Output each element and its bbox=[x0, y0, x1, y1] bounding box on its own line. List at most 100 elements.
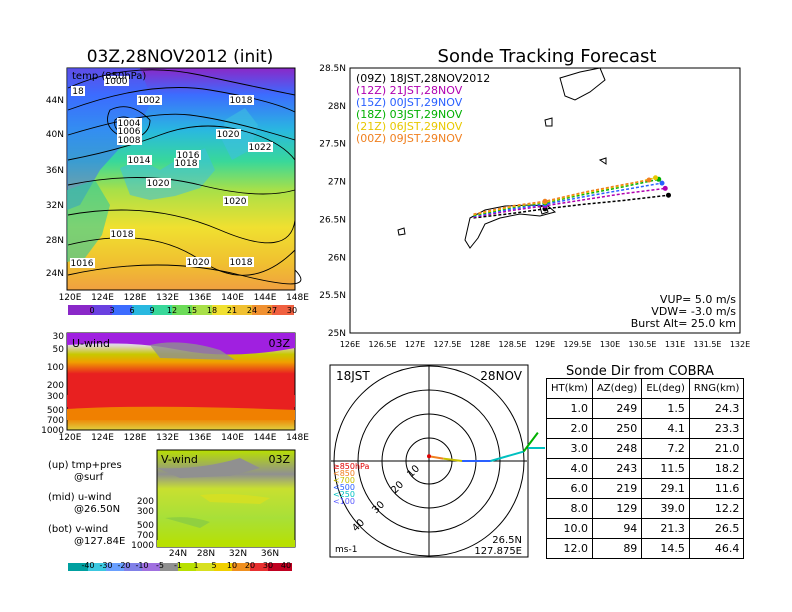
colorbar-tick: 0 bbox=[89, 306, 94, 315]
isobar-label: 1004 bbox=[117, 118, 142, 129]
svg-text:1000: 1000 bbox=[105, 77, 128, 87]
hodograph-segment bbox=[443, 457, 463, 462]
u-x-tick: 124E bbox=[91, 433, 114, 443]
table-cell: 4.1 bbox=[641, 418, 690, 439]
u-y-tick: 200 bbox=[47, 381, 64, 391]
track-endpoint bbox=[659, 180, 665, 186]
v-x-tick: 32N bbox=[229, 549, 247, 559]
table-cell: 39.0 bbox=[641, 498, 690, 519]
level-legend-item: <850 bbox=[333, 469, 355, 478]
table-cell: 1.0 bbox=[546, 398, 593, 419]
v-x-tick: 24N bbox=[169, 549, 187, 559]
track-line bbox=[473, 178, 659, 217]
temp-colorbar bbox=[68, 305, 294, 315]
track-line bbox=[473, 182, 663, 218]
track-x-tick: 128.5E bbox=[499, 340, 527, 349]
v-colorbar-tick: -20 bbox=[117, 561, 130, 570]
map-lat-tick: 36N bbox=[46, 166, 64, 176]
map-lon-tick: 148E bbox=[286, 293, 309, 303]
table-cell: 8.0 bbox=[546, 498, 593, 519]
map-lon-tick: 144E bbox=[254, 293, 277, 303]
u-x-tick: 144E bbox=[254, 433, 277, 443]
param-vup: VUP= 5.0 m/s bbox=[660, 293, 736, 306]
map-lat-tick: 44N bbox=[46, 96, 64, 106]
track-y-tick: 26.5N bbox=[319, 215, 346, 225]
track-y-tick: 27.5N bbox=[319, 140, 346, 150]
svg-text:1002: 1002 bbox=[138, 96, 161, 106]
table-cell: 6.0 bbox=[546, 478, 593, 499]
track-x-tick: 127.5E bbox=[434, 340, 462, 349]
colorbar-tick: 27 bbox=[267, 306, 277, 315]
hodograph-segment bbox=[522, 432, 539, 453]
track-y-tick: 27N bbox=[328, 178, 346, 188]
polar-panel bbox=[329, 364, 529, 558]
svg-text:1008: 1008 bbox=[118, 136, 141, 146]
u-x-tick: 128E bbox=[124, 433, 147, 443]
isobar-label: 1018 bbox=[174, 158, 199, 169]
sonde-dir-table-wrap: HT(km) AZ(deg) EL(deg) RNG(km) 1.0 249 1.5… bbox=[546, 378, 745, 559]
map-lat-tick: 32N bbox=[46, 201, 64, 211]
v-wind-title: V-wind bbox=[161, 453, 198, 466]
svg-text:18: 18 bbox=[72, 87, 84, 97]
header-el: EL(deg) bbox=[641, 378, 690, 399]
v-colorbar-tick: 20 bbox=[245, 561, 255, 570]
track-x-tick: 131E bbox=[665, 340, 685, 349]
table-cell: 21.3 bbox=[641, 518, 690, 539]
v-y-tick: 1000 bbox=[131, 541, 154, 551]
table-cell: 248 bbox=[591, 438, 643, 459]
note-bot-line1: (bot) v-wind bbox=[48, 524, 108, 535]
note-mid-line1: (mid) u-wind bbox=[48, 492, 111, 503]
map-lon-tick: 120E bbox=[59, 293, 82, 303]
table-cell: 46.4 bbox=[688, 538, 745, 559]
table-cell: 2.0 bbox=[546, 418, 593, 439]
map-lon-tick: 140E bbox=[221, 293, 244, 303]
table-cell: 89 bbox=[591, 538, 643, 559]
level-legend-item: <500 bbox=[333, 483, 355, 492]
polar-unit: ms-1 bbox=[335, 545, 357, 555]
svg-text:1018: 1018 bbox=[230, 258, 253, 268]
svg-text:1020: 1020 bbox=[224, 197, 247, 207]
v-y-tick: 700 bbox=[137, 531, 154, 541]
note-mid-line2: @26.50N bbox=[74, 504, 120, 515]
series-label: (00Z) 09JST,29NOV bbox=[356, 132, 463, 145]
v-colorbar-tick: -40 bbox=[81, 561, 94, 570]
table-cell: 29.1 bbox=[641, 478, 690, 499]
v-y-tick: 500 bbox=[137, 521, 154, 531]
polar-lon: 127.875E bbox=[474, 546, 522, 557]
u-y-tick: 30 bbox=[53, 332, 65, 342]
u-wind-time: 03Z bbox=[268, 337, 290, 350]
track-x-tick: 131.5E bbox=[694, 340, 722, 349]
track-endpoint bbox=[662, 185, 668, 191]
map-lon-tick: 136E bbox=[189, 293, 212, 303]
table-cell: 10.0 bbox=[546, 518, 593, 539]
v-y-tick: 200 bbox=[137, 497, 154, 507]
isobar-label: 1016 bbox=[176, 150, 201, 161]
isobar-label: 1020 bbox=[223, 196, 248, 207]
v-x-tick: 36N bbox=[261, 549, 279, 559]
param-vdw: VDW= -3.0 m/s bbox=[651, 305, 736, 318]
track-x-tick: 130E bbox=[600, 340, 620, 349]
track-x-tick: 127E bbox=[405, 340, 425, 349]
isobar-label: 1002 bbox=[137, 95, 162, 106]
hodograph-segment bbox=[428, 455, 444, 460]
map-lat-tick: 40N bbox=[46, 130, 64, 140]
track-line bbox=[473, 179, 650, 215]
level-legend-item: ≥850hPa bbox=[333, 462, 370, 471]
v-colorbar-tick: -10 bbox=[135, 561, 148, 570]
table-cell: 11.5 bbox=[641, 458, 690, 479]
table-cell: 12.2 bbox=[688, 498, 745, 519]
map-lon-tick: 128E bbox=[124, 293, 147, 303]
u-y-tick: 700 bbox=[47, 416, 64, 426]
v-colorbar-tick: -30 bbox=[99, 561, 112, 570]
isobar-label: 1018 bbox=[110, 229, 135, 240]
v-colorbar-tick: 30 bbox=[263, 561, 273, 570]
isobar-label: 1008 bbox=[117, 135, 142, 146]
isobar-label: 1018 bbox=[229, 95, 254, 106]
colorbar-tick: 15 bbox=[187, 306, 197, 315]
level-legend-item: <100 bbox=[333, 497, 355, 506]
sonde-dir-table: HT(km) AZ(deg) EL(deg) RNG(km) 1.0 249 1.5… bbox=[546, 378, 745, 559]
isobar-label: 1014 bbox=[127, 155, 152, 166]
svg-text:1018: 1018 bbox=[230, 96, 253, 106]
series-label: (09Z) 18JST,28NOV2012 bbox=[356, 72, 490, 85]
svg-text:1004: 1004 bbox=[118, 119, 141, 129]
